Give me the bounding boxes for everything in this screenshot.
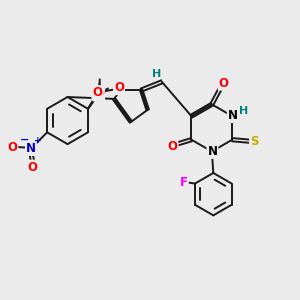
Text: O: O [167,140,177,153]
Text: methoxy_stub: methoxy_stub [112,86,122,88]
Text: +: + [34,136,41,145]
Text: O: O [27,160,38,174]
Text: O: O [92,86,102,99]
Text: O: O [219,77,229,90]
Text: O: O [114,81,124,94]
Text: −: − [20,135,29,145]
Text: H: H [239,106,249,116]
Text: N: N [207,145,218,158]
Text: O: O [94,87,104,100]
Text: N: N [26,142,36,155]
Text: F: F [180,176,188,189]
Text: methoxy: methoxy [100,75,106,77]
Text: O: O [8,141,17,154]
Text: O: O [93,88,103,100]
Text: N: N [228,109,238,122]
Text: H: H [152,69,161,79]
Text: S: S [250,135,259,148]
